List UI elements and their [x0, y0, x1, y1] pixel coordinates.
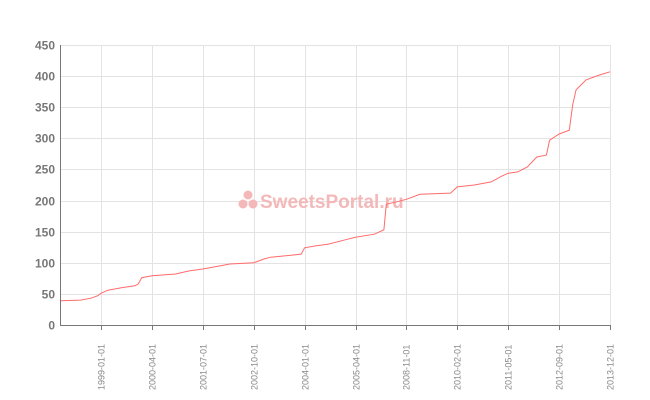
x-axis: 1999-01-01 2000-04-01 2001-07-01 2002-10-01… — [97, 325, 616, 390]
x-tick-label: 2001-07-01 — [199, 344, 209, 390]
x-tick-label: 2011-05-01 — [504, 345, 514, 390]
y-axis: 0 50 100 150 200 250 300 350 400 450 — [35, 39, 55, 333]
y-tick-label: 200 — [35, 195, 55, 209]
y-tick-label: 50 — [42, 288, 56, 302]
y-tick-label: 250 — [35, 163, 55, 177]
y-tick-label: 350 — [35, 101, 55, 115]
x-tick-label: 2013-12-01 — [606, 344, 616, 390]
y-tick-label: 400 — [35, 70, 55, 84]
grid — [60, 45, 611, 325]
watermark-text: SweetsPortal.ru — [260, 192, 404, 213]
y-tick-label: 450 — [35, 39, 55, 53]
x-tick-label: 2004-01-01 — [301, 344, 311, 390]
x-tick-label: 2000-04-01 — [148, 344, 158, 390]
y-tick-label: 150 — [35, 226, 55, 240]
watermark: SweetsPortal.ru — [238, 190, 404, 213]
watermark-logo-icon — [238, 190, 258, 209]
x-tick-label: 2008-11-01 — [402, 345, 412, 390]
x-tick-label: 2012-09-01 — [555, 344, 565, 390]
x-tick-label: 2010-02-01 — [453, 344, 463, 390]
y-tick-label: 100 — [35, 257, 55, 271]
x-tick-label: 2005-04-01 — [352, 344, 362, 390]
series-line — [60, 71, 611, 302]
y-tick-label: 300 — [35, 132, 55, 146]
x-tick-label: 2002-10-01 — [250, 344, 260, 390]
y-tick-label: 0 — [48, 319, 55, 333]
x-tick-label: 1999-01-01 — [97, 344, 107, 390]
